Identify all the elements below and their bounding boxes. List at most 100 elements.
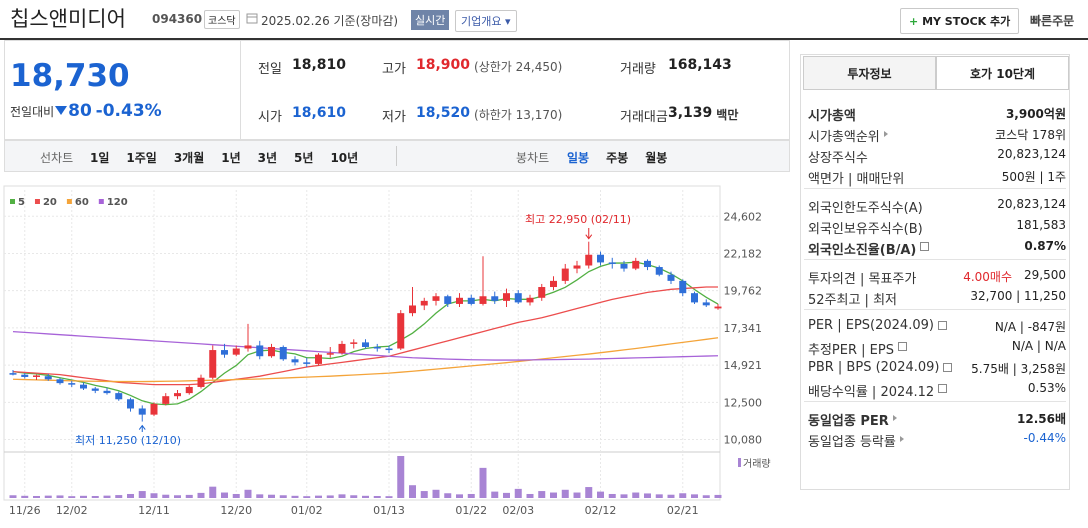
summary-label: 전일 — [258, 62, 282, 77]
period-button[interactable]: 1년 — [221, 151, 241, 165]
summary-unit: 백만 — [716, 108, 739, 122]
realtime-badge[interactable]: 실시간 — [411, 10, 450, 30]
candle-body — [268, 346, 275, 357]
info-row: PBR | BPS (2024.09) 5.75배 | 3,258원 — [808, 358, 1066, 378]
period-button[interactable]: 1일 — [90, 151, 110, 165]
volume-bar — [456, 494, 463, 498]
company-button[interactable]: 기업개요 ▾ — [455, 10, 517, 32]
candle-body — [279, 346, 287, 360]
legend-label: 120 — [107, 197, 128, 208]
volume-bar — [526, 493, 534, 498]
x-tick-label: 01/02 — [291, 504, 323, 517]
candle-body — [244, 345, 252, 349]
side-panel — [800, 54, 1070, 490]
info-row: 시가총액 3,900억원 — [808, 103, 1066, 124]
candle-body — [667, 274, 675, 281]
candle-body — [221, 350, 228, 355]
info-row: 외국인한도주식수(A) 20,823,124 — [808, 195, 1066, 216]
candle-body — [256, 345, 264, 357]
candle-body — [80, 384, 87, 389]
period-button[interactable]: 1주일 — [126, 151, 157, 165]
candle-body — [103, 390, 111, 394]
info-row: 동일업종 등락률 -0.44% — [808, 429, 1066, 450]
summary-label: 시가 — [258, 110, 282, 125]
candle-body — [585, 254, 593, 266]
volume-bar — [326, 495, 334, 498]
legend-label: 5 — [18, 197, 25, 208]
x-tick-label: 02/12 — [585, 504, 617, 517]
period-button[interactable]: 일봉 — [567, 151, 590, 165]
volume-bar — [538, 491, 546, 498]
info-value: 20,823,124 — [997, 197, 1066, 211]
summary-value: 18,900 — [416, 57, 471, 73]
candle-body — [397, 313, 405, 349]
volume-bar — [420, 491, 428, 498]
volume-bar — [362, 495, 369, 498]
info-label: 외국인한도주식수(A) — [808, 201, 923, 216]
section-line — [804, 309, 1066, 310]
my-stock-button[interactable]: + MY STOCK 추가 — [900, 8, 1020, 34]
volume-bar — [221, 492, 228, 498]
volume-bar — [409, 485, 416, 498]
candle-body — [714, 306, 722, 309]
x-tick-label: 02/03 — [502, 504, 534, 517]
candle-body — [491, 296, 499, 301]
candle-body — [632, 260, 640, 269]
volume-bar — [103, 495, 111, 498]
period-button[interactable]: 10년 — [330, 151, 359, 165]
ma-line — [12, 261, 719, 406]
legend-swatch — [98, 199, 104, 204]
period-button[interactable]: 5년 — [294, 151, 314, 165]
candle-body — [291, 359, 299, 363]
candle-body — [514, 293, 522, 303]
side-tab[interactable]: 투자정보 — [803, 56, 936, 90]
period-button[interactable]: 3년 — [257, 151, 278, 165]
annotation: 최고 22,950 (02/11) — [525, 213, 631, 226]
volume-bar — [585, 487, 593, 498]
candle-body — [385, 348, 393, 351]
info-row: 시가총액순위 코스닥 178위 — [808, 124, 1066, 145]
line-chart-label: 선차트 — [40, 151, 74, 165]
info-value: 29,500 — [1024, 268, 1066, 282]
volume-bar — [714, 494, 722, 498]
info-icon — [938, 384, 948, 393]
y-tick-label: 19,762 — [724, 285, 763, 298]
candle-body — [550, 280, 557, 288]
y-tick-label: 24,602 — [724, 210, 763, 223]
volume-bar — [679, 493, 687, 498]
period-button[interactable]: 주봉 — [606, 151, 629, 165]
volume-bar — [268, 494, 275, 498]
stock-name: 칩스앤미디어 — [10, 7, 126, 31]
candle-body — [338, 343, 346, 354]
summary-value: 18,610 — [292, 105, 347, 121]
info-value: 0.87% — [1024, 239, 1066, 253]
summary-value: 18,520 — [416, 105, 471, 121]
candle-body — [33, 375, 40, 377]
volume-bar — [444, 493, 452, 498]
volume-bar — [197, 492, 205, 498]
volume-bar — [597, 491, 604, 498]
info-label: 배당수익률 | 2024.12 — [808, 385, 935, 400]
candle-body — [373, 346, 381, 349]
volume-bar — [573, 492, 581, 498]
down-triangle — [55, 106, 68, 115]
volume-label: 거래량 — [743, 458, 771, 470]
candle-body — [503, 293, 510, 301]
section-line — [804, 188, 1066, 189]
info-icon — [897, 342, 907, 351]
y-tick-label: 12,500 — [724, 396, 763, 409]
side-tab[interactable]: 호가 10단계 — [936, 56, 1069, 90]
quick-order[interactable]: 빠른주문 — [1030, 14, 1075, 28]
period-button[interactable]: 월봉 — [645, 151, 668, 165]
period-button[interactable]: 3개월 — [173, 151, 205, 165]
candle-body — [315, 354, 322, 364]
volume-bar — [279, 495, 287, 498]
my-stock-label: MY STOCK 추가 — [922, 15, 1011, 28]
candle-body — [150, 403, 158, 415]
change-value: 80 — [68, 101, 92, 121]
x-tick-label: 12/11 — [138, 504, 170, 517]
x-tick-label: 12/20 — [220, 504, 252, 517]
volume-bar — [315, 495, 322, 498]
section-line — [804, 259, 1066, 260]
summary-value: 168,143 — [668, 57, 732, 73]
